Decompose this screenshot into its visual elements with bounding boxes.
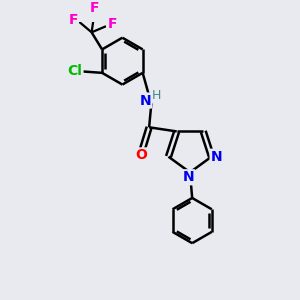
Text: N: N [140, 94, 151, 108]
Text: Cl: Cl [68, 64, 82, 78]
Text: H: H [152, 89, 161, 102]
Text: F: F [68, 13, 78, 27]
Text: N: N [183, 170, 194, 184]
Text: F: F [90, 1, 99, 14]
Text: N: N [211, 150, 222, 164]
Text: O: O [135, 148, 147, 162]
Text: F: F [107, 17, 117, 31]
